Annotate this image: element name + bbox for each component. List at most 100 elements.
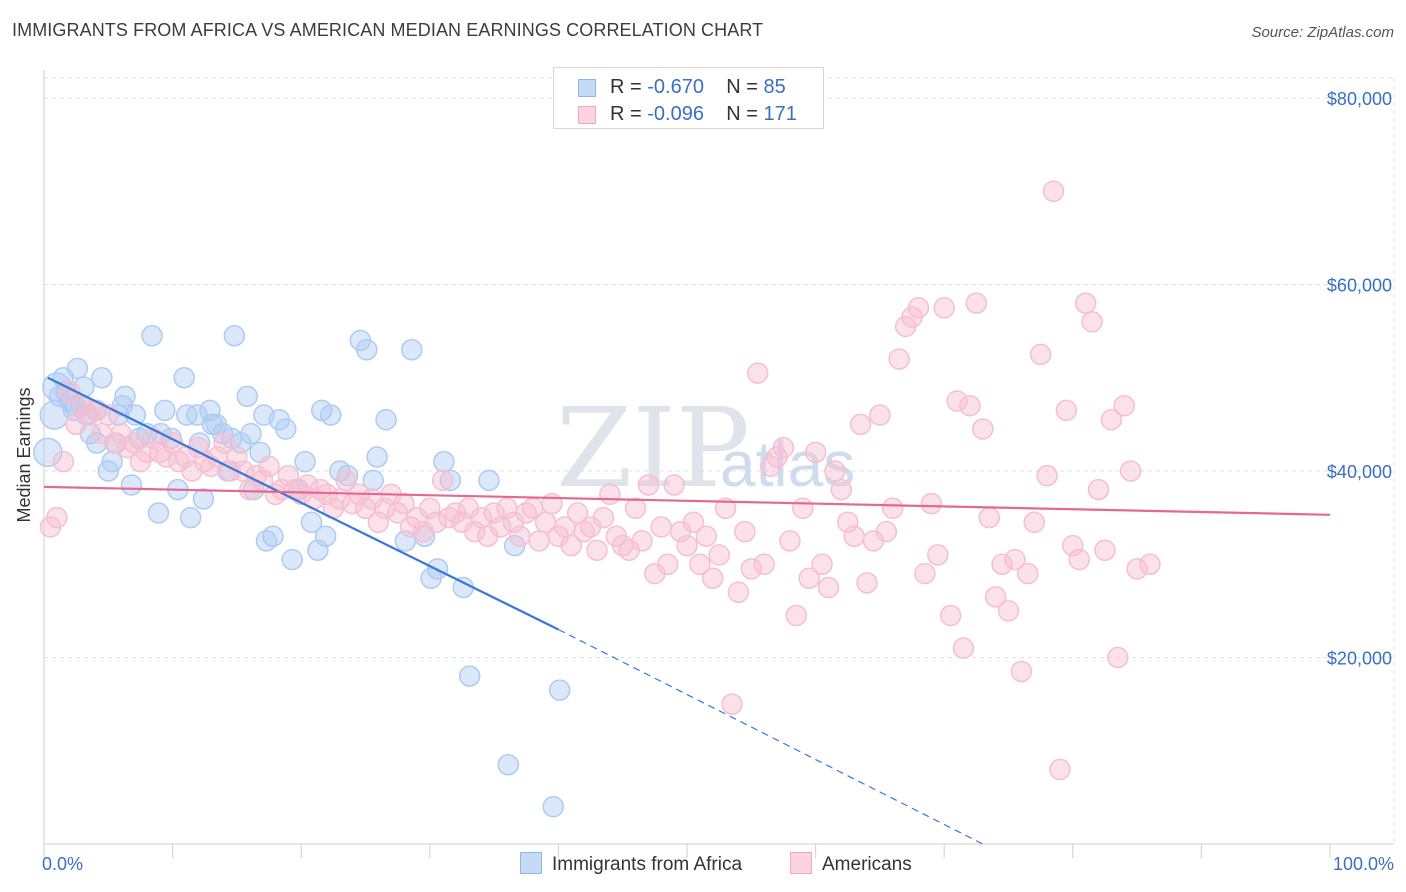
point-americans (1074, 292, 1097, 314)
point-americans (425, 511, 447, 534)
point-americans (695, 525, 718, 548)
point-africa (91, 366, 113, 389)
point-africa (497, 753, 519, 776)
point-americans (856, 572, 878, 594)
point-americans (875, 520, 898, 543)
watermark-atlas: atlas (720, 428, 855, 500)
point-africa (433, 450, 455, 473)
point-americans (1107, 646, 1129, 669)
point-americans (419, 497, 441, 520)
point-americans (1139, 553, 1161, 575)
point-americans (624, 497, 647, 520)
point-americans (753, 553, 775, 575)
point-americans (920, 492, 943, 515)
bottom-legend-swatch-americans (790, 852, 812, 874)
point-africa (147, 502, 170, 524)
point-africa (175, 404, 198, 426)
point-americans (509, 525, 531, 548)
point-americans (779, 530, 801, 552)
point-americans (907, 297, 930, 319)
point-americans (226, 446, 248, 468)
point-americans (959, 394, 981, 417)
point-americans (952, 637, 975, 659)
point-africa (294, 450, 316, 473)
point-americans (817, 576, 840, 599)
point-americans (656, 553, 679, 575)
point-americans (689, 553, 711, 575)
point-americans (682, 511, 705, 534)
point-americans (811, 553, 833, 575)
point-americans (676, 534, 698, 557)
point-africa (548, 679, 571, 701)
point-americans (991, 553, 1013, 575)
axes (43, 70, 1394, 858)
x-tick-label-min: 0.0% (42, 854, 83, 874)
point-africa (223, 325, 246, 347)
point-americans (1004, 548, 1026, 571)
legend-swatch-americans (578, 106, 596, 124)
point-africa (300, 511, 323, 534)
point-americans (46, 506, 68, 529)
point-americans (1049, 758, 1071, 781)
point-americans (637, 474, 660, 496)
point-americans (277, 464, 300, 487)
point-americans (1055, 399, 1078, 422)
point-americans (1100, 408, 1123, 431)
point-africa (439, 469, 462, 492)
point-americans (1068, 548, 1090, 571)
trend-lines (43, 376, 1331, 845)
point-africa (452, 576, 474, 599)
point-americans (714, 497, 737, 520)
point-americans (772, 436, 795, 459)
point-americans (721, 693, 743, 715)
point-africa (66, 357, 89, 380)
trend-line-africa-extension (558, 628, 984, 845)
point-americans (997, 600, 1020, 622)
point-africa (401, 339, 423, 361)
point-americans (650, 516, 673, 538)
point-americans (888, 348, 910, 370)
point-africa (48, 385, 71, 408)
point-africa (120, 474, 143, 496)
point-americans (52, 450, 75, 473)
point-africa (262, 525, 284, 548)
point-africa (201, 413, 224, 436)
point-africa (366, 446, 388, 468)
point-americans (1010, 660, 1033, 683)
data-points (33, 180, 1161, 818)
point-americans (483, 502, 505, 524)
point-africa (173, 366, 195, 389)
point-americans (946, 390, 968, 412)
legend-swatch-africa (578, 79, 596, 97)
point-americans (933, 297, 955, 319)
point-americans (1017, 562, 1039, 585)
point-americans (939, 604, 962, 627)
point-americans (978, 506, 1000, 529)
point-americans (335, 469, 357, 492)
point-africa (101, 450, 123, 473)
point-africa (253, 404, 275, 426)
point-americans (1094, 539, 1116, 562)
point-americans (914, 562, 936, 585)
point-africa (281, 548, 303, 571)
source-label: Source: ZipAtlas.com (1251, 24, 1394, 41)
trend-line-africa (47, 376, 559, 631)
point-americans (804, 441, 827, 464)
point-americans (843, 525, 865, 548)
point-americans (599, 483, 621, 506)
point-africa (542, 795, 565, 818)
legend-text-africa: R = -0.670 N = 85 (610, 76, 786, 98)
point-americans (734, 520, 756, 543)
point-americans (727, 581, 750, 603)
point-americans (965, 292, 988, 314)
stats-legend: R = -0.670 N = 85 R = -0.096 N = 171 (553, 67, 824, 129)
point-africa (375, 408, 397, 431)
point-americans (631, 530, 653, 552)
point-americans (1029, 343, 1052, 366)
point-americans (746, 362, 769, 384)
point-americans (431, 469, 454, 492)
point-americans (791, 497, 814, 520)
point-americans (824, 460, 846, 482)
bottom-legend-label-africa: Immigrants from Africa (552, 854, 743, 875)
